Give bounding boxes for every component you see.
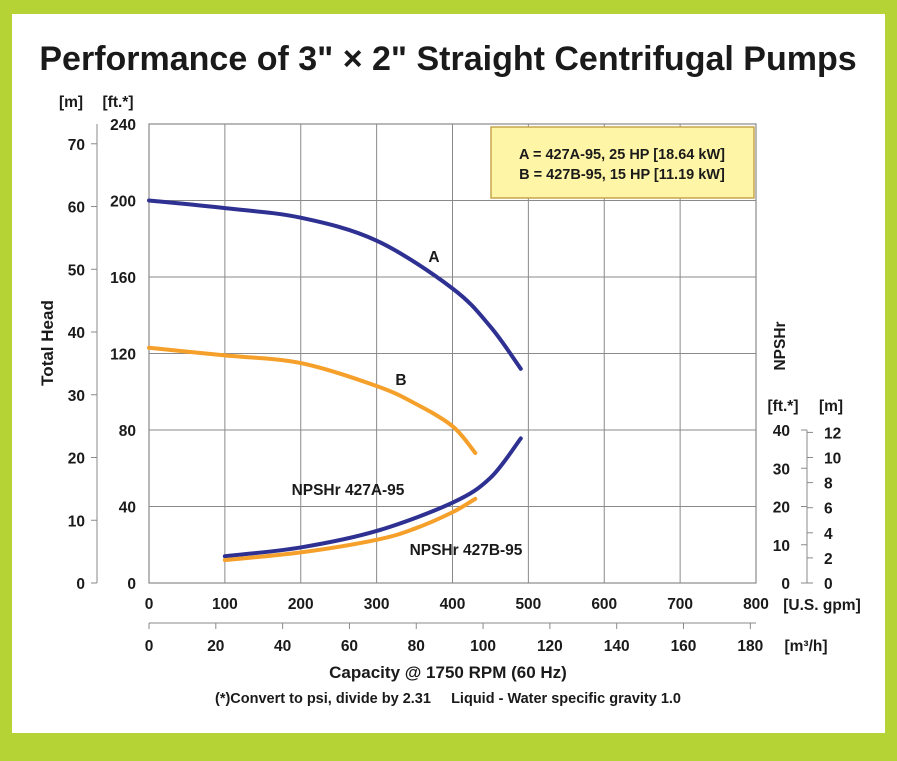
legend-line-a: A = 427A-95, 25 HP [18.64 kW] <box>519 147 725 163</box>
y-tick-m-label: 40 <box>68 325 85 342</box>
y-tick-ft-label: 240 <box>110 117 136 134</box>
x-tick-gpm-label: 0 <box>145 596 154 613</box>
y-tick-m-label: 10 <box>68 513 85 530</box>
y-tick-m-label: 0 <box>76 576 85 593</box>
y2-unit-m: [m] <box>819 398 843 415</box>
x2-tick-m3h-label: 100 <box>470 638 496 655</box>
x-tick-gpm-label: 100 <box>212 596 238 613</box>
x2-tick-m3h-label: 20 <box>207 638 224 655</box>
curve-label-npsh-a: NPSHr 427A-95 <box>292 482 405 499</box>
y2-tick-ft-label: 40 <box>773 423 790 440</box>
x-tick-gpm-label: 700 <box>667 596 693 613</box>
plot-grid <box>148 123 757 584</box>
y-tick-m-label: 30 <box>68 388 85 405</box>
chart-title: Performance of 3" × 2" Straight Centrifu… <box>39 40 856 78</box>
y-tick-m-label: 20 <box>68 451 85 468</box>
x2-tick-m3h-label: 140 <box>604 638 630 655</box>
x2-unit-m3h: [m³/h] <box>784 638 827 655</box>
x2-tick-m3h-label: 40 <box>274 638 291 655</box>
footnote: (*)Convert to psi, divide by 2.31 Liquid… <box>215 691 681 707</box>
x2-tick-m3h-label: 180 <box>737 638 763 655</box>
curve-label-a: A <box>428 249 439 266</box>
y2-tick-ft-label: 30 <box>773 461 790 478</box>
legend-line-b: B = 427B-95, 15 HP [11.19 kW] <box>519 167 725 183</box>
curves <box>147 198 523 563</box>
curve-label-npsh-b: NPSHr 427B-95 <box>410 542 523 559</box>
y-tick-ft-label: 160 <box>110 270 136 287</box>
x2-tick-m3h-label: 120 <box>537 638 563 655</box>
y-tick-m-label: 70 <box>68 137 85 154</box>
curve-npshr-427a <box>222 436 523 559</box>
x-tick-gpm-label: 800 <box>743 596 769 613</box>
chart-panel: Performance of 3" × 2" Straight Centrifu… <box>12 14 885 733</box>
y-tick-ft-label: 40 <box>119 500 136 517</box>
y2-tick-m-label: 2 <box>824 551 833 568</box>
y-axis-label: Total Head <box>38 300 57 386</box>
x2-tick-m3h-label: 60 <box>341 638 358 655</box>
y2-tick-ft-label: 0 <box>781 576 790 593</box>
x-axis-label: Capacity @ 1750 RPM (60 Hz) <box>329 663 567 682</box>
x-ticks: 0 100 200 300 400 500 600 700 800 0 20 40 60 80 100 120… <box>145 596 769 655</box>
y2-axis-label: NPSHr <box>772 321 789 370</box>
y-tick-m-label: 60 <box>68 200 85 217</box>
x2-tick-m3h-label: 80 <box>408 638 425 655</box>
y-tick-m-label: 50 <box>68 262 85 279</box>
y2-tick-m-label: 6 <box>824 501 833 518</box>
curve-a-head <box>147 198 523 371</box>
x-tick-gpm-label: 400 <box>440 596 466 613</box>
y-unit-m: [m] <box>59 94 83 111</box>
x2-tick-m3h-label: 0 <box>145 638 154 655</box>
y-ticks: 0408012016020024001020304050607001020304… <box>68 117 842 593</box>
curve-b-head <box>147 345 478 455</box>
y-tick-ft-label: 120 <box>110 347 136 364</box>
x-tick-gpm-label: 300 <box>364 596 390 613</box>
pump-performance-chart: Performance of 3" × 2" Straight Centrifu… <box>38 40 861 707</box>
y-unit-ft: [ft.*] <box>103 94 134 111</box>
legend-background <box>490 126 755 199</box>
curve-npshr-427b <box>222 496 478 563</box>
x-tick-gpm-label: 200 <box>288 596 314 613</box>
x-unit-gpm: [U.S. gpm] <box>783 597 861 614</box>
y2-tick-m-label: 0 <box>824 576 833 593</box>
y2-tick-m-label: 8 <box>824 476 833 493</box>
y-tick-ft-label: 80 <box>119 423 136 440</box>
y-tick-ft-label: 200 <box>110 194 136 211</box>
x2-tick-m3h-label: 160 <box>671 638 697 655</box>
x-tick-gpm-label: 600 <box>591 596 617 613</box>
y2-tick-m-label: 10 <box>824 451 841 468</box>
y2-tick-m-label: 12 <box>824 425 841 442</box>
legend-box: A = 427A-95, 25 HP [18.64 kW] B = 427B-9… <box>490 126 755 199</box>
y2-tick-ft-label: 20 <box>773 500 790 517</box>
y2-tick-m-label: 4 <box>824 526 833 543</box>
y-tick-ft-label: 0 <box>127 576 136 593</box>
curve-label-b: B <box>395 372 406 389</box>
y2-unit-ft: [ft.*] <box>768 398 799 415</box>
y2-tick-ft-label: 10 <box>773 538 790 555</box>
x-tick-gpm-label: 500 <box>515 596 541 613</box>
